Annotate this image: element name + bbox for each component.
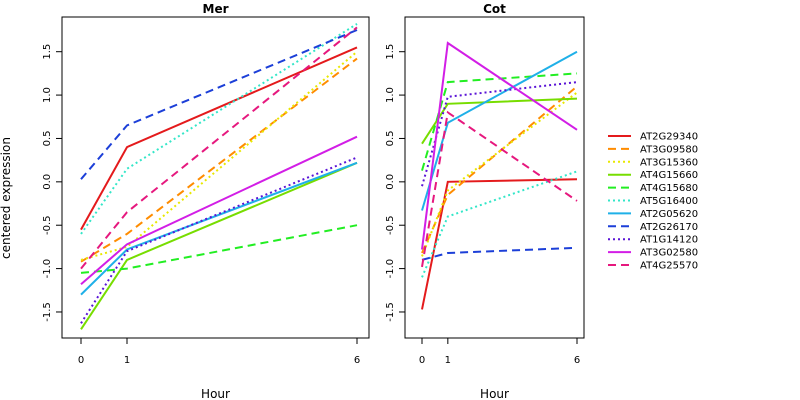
legend-entry: AT3G02580: [640, 248, 698, 259]
y-tick-label: 0.0: [42, 174, 53, 190]
series-line-at2g29340: [421, 178, 578, 310]
plot-frame-mer: [61, 16, 370, 339]
series-line-at2g26170: [421, 246, 578, 261]
legend-entry: AT2G26170: [640, 222, 698, 233]
series-line-at4g25570: [80, 26, 358, 270]
series-line-at1g14120: [80, 156, 358, 324]
legend-entry: AT4G25570: [640, 261, 698, 272]
x-axis-title: Hour: [201, 387, 230, 400]
x-tick-label: 0: [78, 355, 84, 366]
series-line-at3g15360: [80, 50, 358, 261]
y-tick-label: -1.5: [42, 302, 53, 322]
series-line-at2g29340: [80, 46, 358, 231]
y-axis-title: centered expression: [0, 137, 13, 259]
y-tick-label: -0.5: [385, 215, 396, 235]
y-tick-label: -1.0: [42, 259, 53, 279]
x-tick-label: 1: [124, 355, 130, 366]
series-line-at1g14120: [421, 81, 578, 187]
x-tick-label: 6: [574, 355, 580, 366]
y-tick-label: 0.5: [385, 131, 396, 147]
legend-entry: AT2G05620: [640, 209, 698, 220]
y-tick-label: -1.5: [385, 302, 396, 322]
legend-entry: AT1G14120: [640, 235, 698, 246]
panel-title-cot: Cot: [483, 2, 506, 16]
series-line-at5g16400: [421, 170, 578, 278]
x-tick-label: 0: [419, 355, 425, 366]
x-tick-label: 6: [354, 355, 360, 366]
legend-entry: AT3G15360: [640, 157, 698, 168]
series-line-at4g25570: [421, 110, 578, 268]
series-line-at3g15360: [421, 91, 578, 257]
series-line-at5g16400: [80, 23, 358, 235]
y-tick-label: 0.5: [42, 131, 53, 147]
legend-entry: AT3G09580: [640, 144, 698, 155]
panel-title-mer: Mer: [203, 2, 229, 16]
y-tick-label: -1.0: [385, 259, 396, 279]
legend-entry: AT4G15680: [640, 183, 698, 194]
x-tick-label: 1: [445, 355, 451, 366]
y-tick-label: 1.0: [385, 87, 396, 103]
y-tick-label: 1.5: [385, 44, 396, 60]
series-line-at2g05620: [80, 161, 358, 296]
y-tick-label: -0.5: [42, 215, 53, 235]
y-tick-label: 1.5: [42, 44, 53, 60]
series-line-at3g09580: [80, 57, 358, 263]
legend-entry: AT4G15660: [640, 170, 698, 181]
y-tick-label: 1.0: [42, 87, 53, 103]
legend-entry: AT5G16400: [640, 196, 698, 207]
y-tick-label: 0.0: [385, 174, 396, 190]
x-axis-title: Hour: [480, 387, 509, 400]
series-line-at3g02580: [80, 135, 358, 285]
plot-frame-cot: [404, 16, 585, 339]
series-line-at4g15680: [421, 72, 578, 171]
series-line-at3g09580: [421, 85, 578, 254]
legend-entry: AT2G29340: [640, 132, 698, 143]
series-line-at3g02580: [421, 41, 578, 250]
series-line-at2g26170: [80, 29, 358, 180]
series-line-at4g15660: [80, 161, 358, 330]
